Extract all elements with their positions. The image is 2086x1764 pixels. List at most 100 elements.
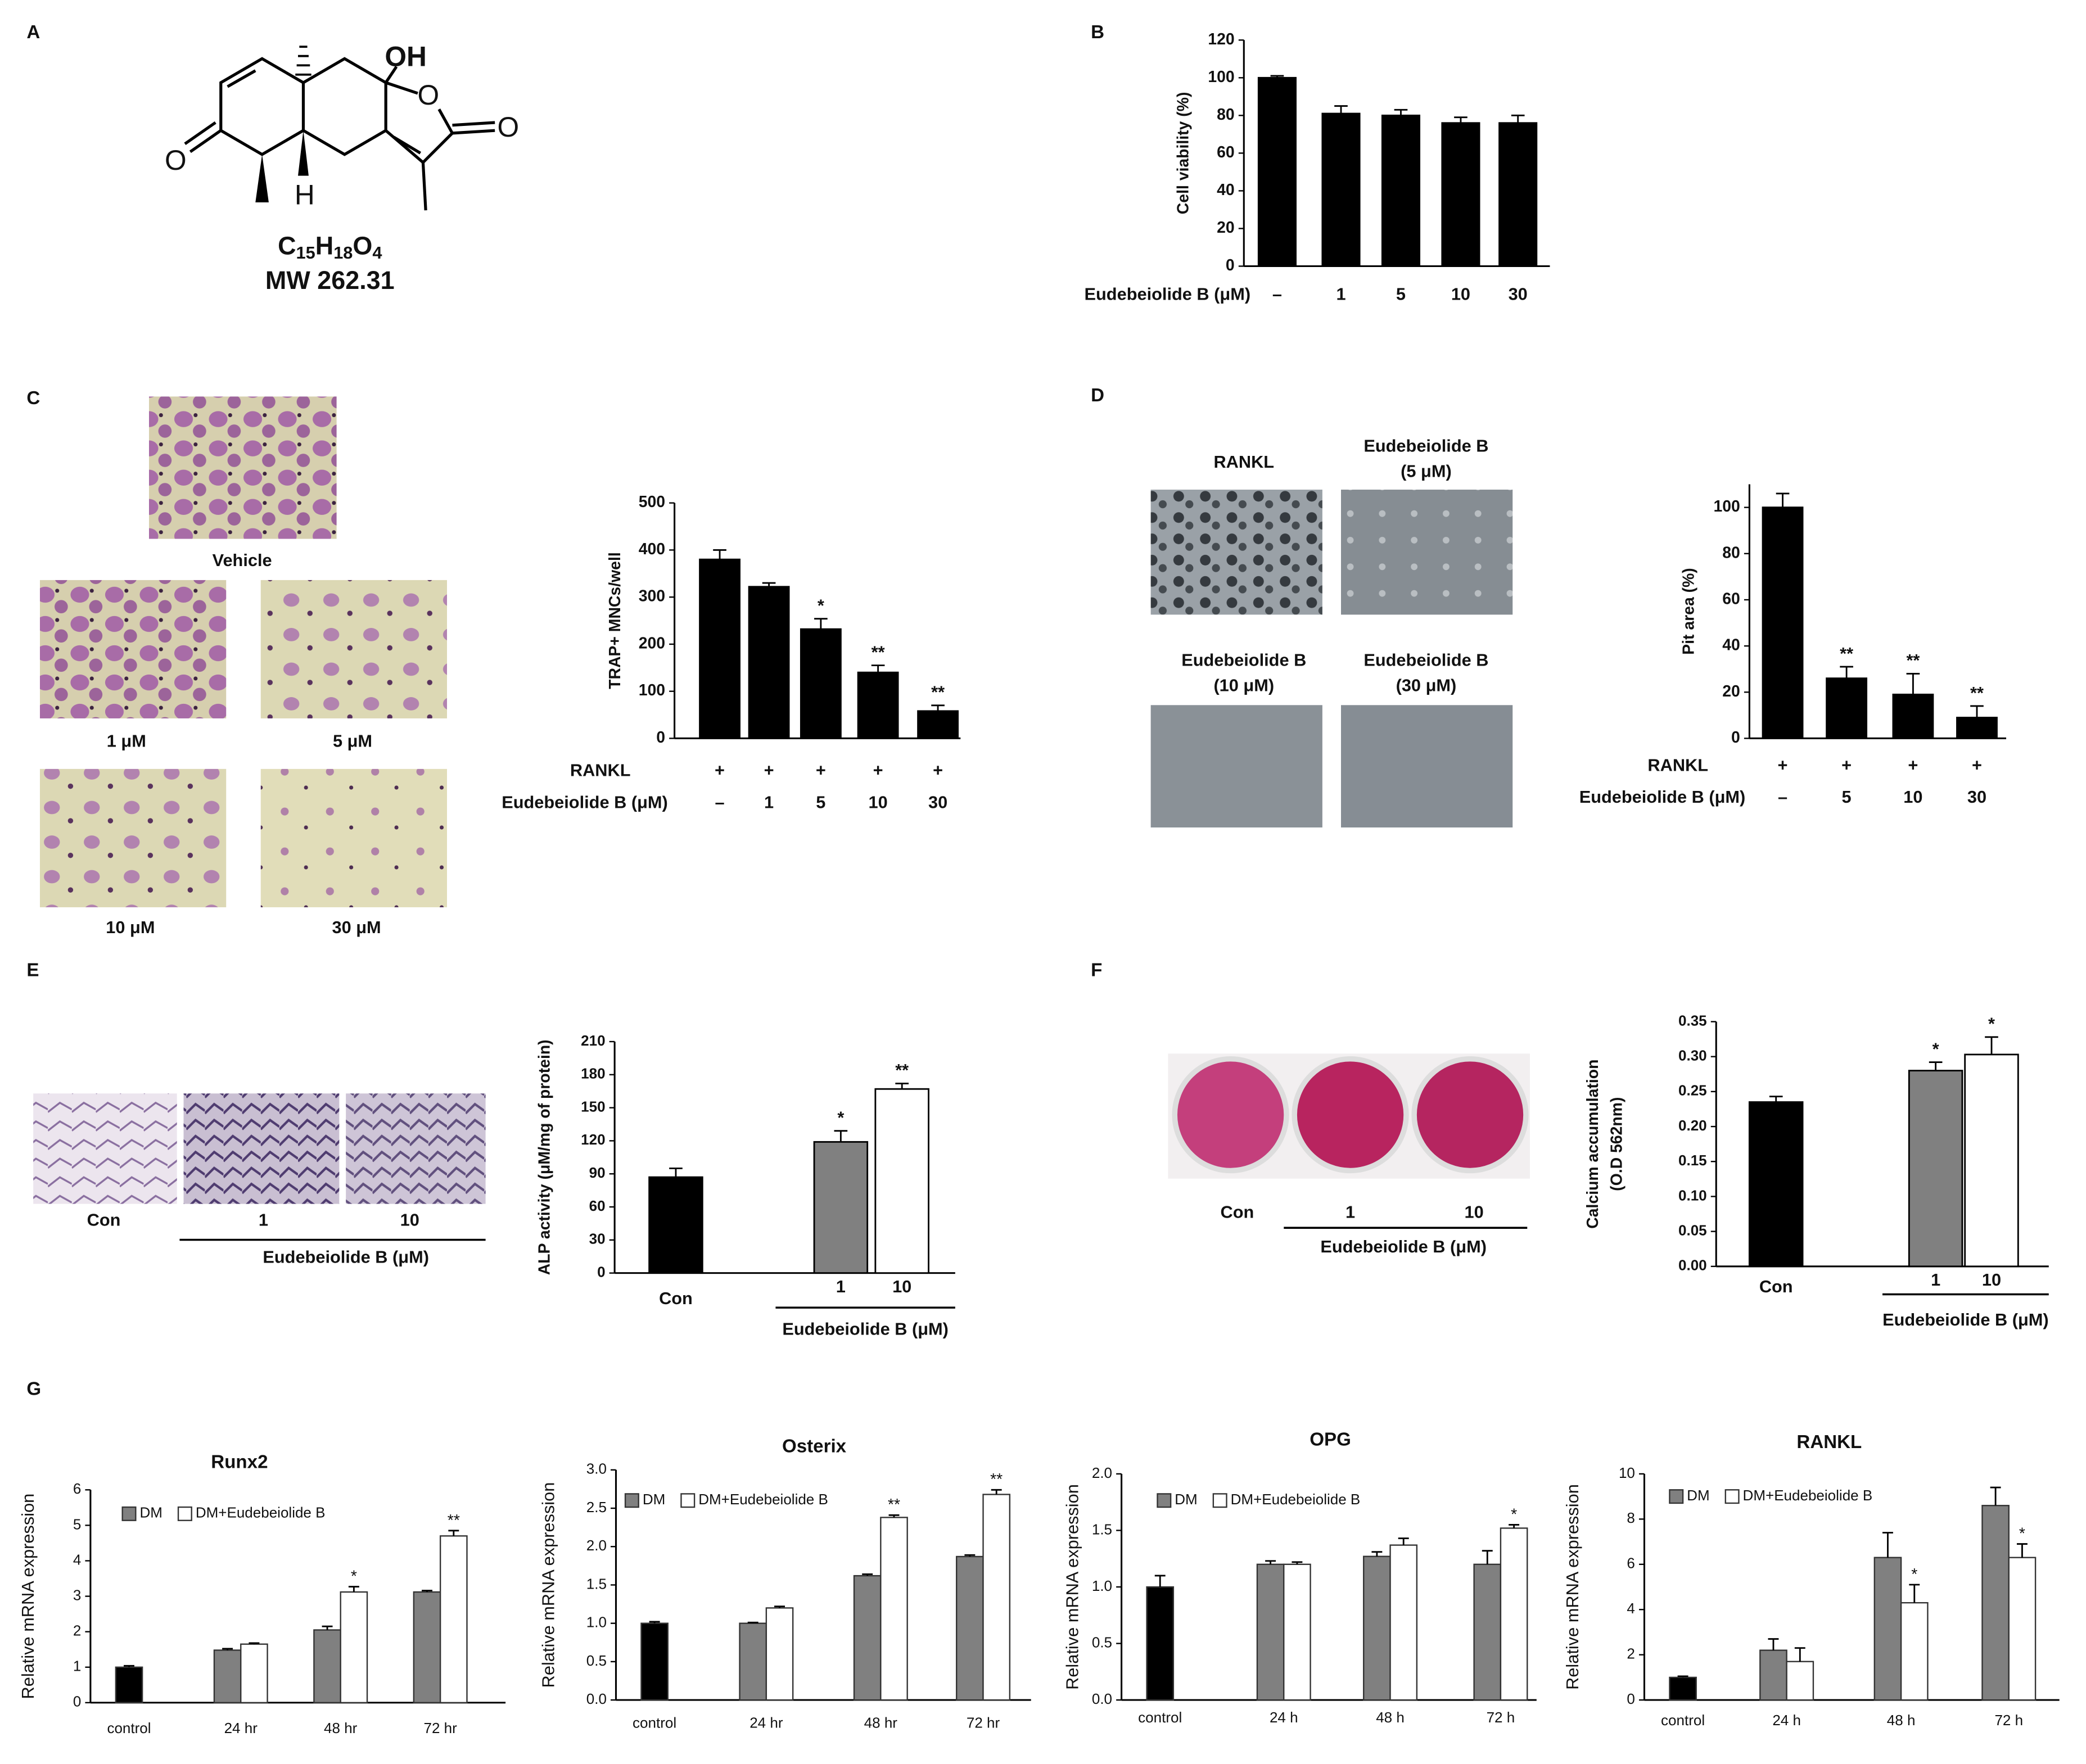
y-tick-label: 80: [1722, 544, 1740, 562]
panel-letter: B: [1091, 22, 1104, 43]
image-label: 1: [1345, 1202, 1355, 1222]
x-tick-label: Con: [1759, 1277, 1793, 1296]
x-tick-label: control: [1661, 1712, 1705, 1729]
x-tick-label: 30: [1509, 284, 1528, 304]
significance: **: [448, 1512, 460, 1530]
panel-letter: D: [1091, 385, 1104, 406]
significance: **: [888, 1496, 900, 1514]
x-tick-label: –: [715, 793, 724, 812]
y-tick-label: 0.0: [1092, 1690, 1112, 1707]
y-tick-label: 0.15: [1678, 1152, 1707, 1169]
image-label: 1: [259, 1210, 268, 1229]
bar: [648, 1176, 703, 1274]
x-tick-label: 10: [1903, 787, 1922, 807]
y-tick-label: 1.5: [586, 1575, 607, 1592]
formula: C15H18O4: [278, 231, 382, 263]
y-axis-label: Cell viability (%): [1174, 92, 1192, 215]
image-label: RANKL: [1213, 452, 1274, 472]
significance: **: [872, 642, 885, 662]
bar: [1748, 1101, 1804, 1268]
panel-letter: G: [26, 1379, 41, 1400]
bar: [982, 1494, 1011, 1701]
y-tick-label: 6: [73, 1480, 81, 1497]
x-tick-label: 5: [1842, 787, 1852, 807]
bar: [765, 1607, 794, 1701]
y-tick-label: 1.0: [586, 1614, 607, 1631]
y-tick-label: 5: [73, 1516, 81, 1532]
ring: [302, 57, 387, 156]
y-tick-label: 100: [1208, 68, 1234, 86]
y-tick-label: 2: [73, 1622, 81, 1639]
y-tick-label: 0: [656, 729, 665, 747]
significance: *: [818, 596, 824, 616]
legend-swatch: [1157, 1493, 1172, 1508]
image-group-label: Eudebeiolide B (μM): [263, 1247, 429, 1267]
significance: **: [895, 1060, 909, 1080]
formula-part: C: [278, 231, 296, 260]
atom: O: [165, 144, 187, 176]
y-tick-label: 0: [1226, 256, 1235, 274]
y-tick-label: 400: [639, 540, 665, 558]
rankl-label: +: [873, 761, 883, 780]
significance: *: [1911, 1566, 1917, 1584]
bar: [1981, 1505, 2010, 1701]
y-tick-label: 0.35: [1678, 1012, 1707, 1029]
y-tick-label: 180: [581, 1065, 605, 1082]
bar: [813, 1141, 869, 1274]
bar: [917, 710, 959, 739]
bar: [439, 1535, 468, 1704]
micrograph: [33, 1093, 177, 1204]
y-axis-label: Relative mRNA expression: [1563, 1484, 1582, 1690]
micrograph: [260, 580, 447, 718]
y-tick-label: 500: [639, 493, 665, 511]
micrograph: [1150, 490, 1322, 615]
y-tick-label: 0.05: [1678, 1222, 1707, 1238]
significance: *: [1511, 1505, 1517, 1523]
legend-label: DM+Eudebeiolide B: [698, 1491, 828, 1508]
y-axis-label: Relative mRNA expression: [538, 1482, 558, 1688]
rankl-label: +: [764, 761, 774, 780]
double-bond: [227, 69, 256, 88]
micrograph: [183, 1093, 340, 1204]
x-tick-label: control: [107, 1720, 151, 1736]
panel-letter: F: [1091, 960, 1102, 980]
x-tick-label: 1: [1336, 284, 1345, 304]
x-tick-label: 24 hr: [749, 1715, 783, 1731]
significance: *: [837, 1108, 844, 1128]
formula-part: 15: [296, 243, 315, 263]
x-tick-label: 72 h: [1487, 1709, 1515, 1726]
y-tick-label: 0: [73, 1693, 81, 1710]
x-tick-label: 10: [868, 793, 887, 812]
y-tick-label: 0.20: [1678, 1117, 1707, 1134]
molecular-weight: MW 262.31: [265, 266, 395, 295]
bar: [1381, 114, 1421, 267]
y-tick-label: 0.10: [1678, 1187, 1707, 1204]
bar: [1786, 1661, 1814, 1701]
atom: OH: [385, 41, 427, 73]
x-tick-label: 48 hr: [324, 1720, 358, 1736]
image-label: (10 μM): [1213, 675, 1274, 695]
significance: **: [1970, 683, 1984, 703]
y-tick-label: 0.5: [586, 1652, 607, 1669]
significance: **: [1906, 650, 1920, 670]
row-label: RANKL: [1647, 755, 1708, 775]
rankl-label: +: [1908, 755, 1918, 775]
bar: [1826, 677, 1868, 739]
y-tick-label: 30: [589, 1231, 606, 1247]
x-tick-label: 24 h: [1270, 1709, 1298, 1726]
bar: [1283, 1563, 1311, 1701]
image-label: Eudebeiolide B: [1363, 650, 1488, 670]
x-tick-label: 5: [1396, 284, 1406, 304]
x-axis-label: Eudebeiolide B (μM): [1085, 284, 1251, 304]
well: [1411, 1056, 1529, 1174]
image-label: 10: [400, 1210, 419, 1229]
x-tick-label: 1: [764, 793, 774, 812]
y-tick-label: 120: [581, 1131, 605, 1148]
panel-letter: A: [26, 22, 40, 43]
image-group-label: Eudebeiolide B (μM): [1320, 1237, 1487, 1256]
bar: [1146, 1586, 1175, 1701]
micrograph: [1150, 705, 1322, 827]
x-tick-label: 72 hr: [424, 1720, 458, 1736]
y-axis-label: Relative mRNA expression: [18, 1494, 38, 1699]
y-tick-label: 0: [597, 1264, 605, 1281]
